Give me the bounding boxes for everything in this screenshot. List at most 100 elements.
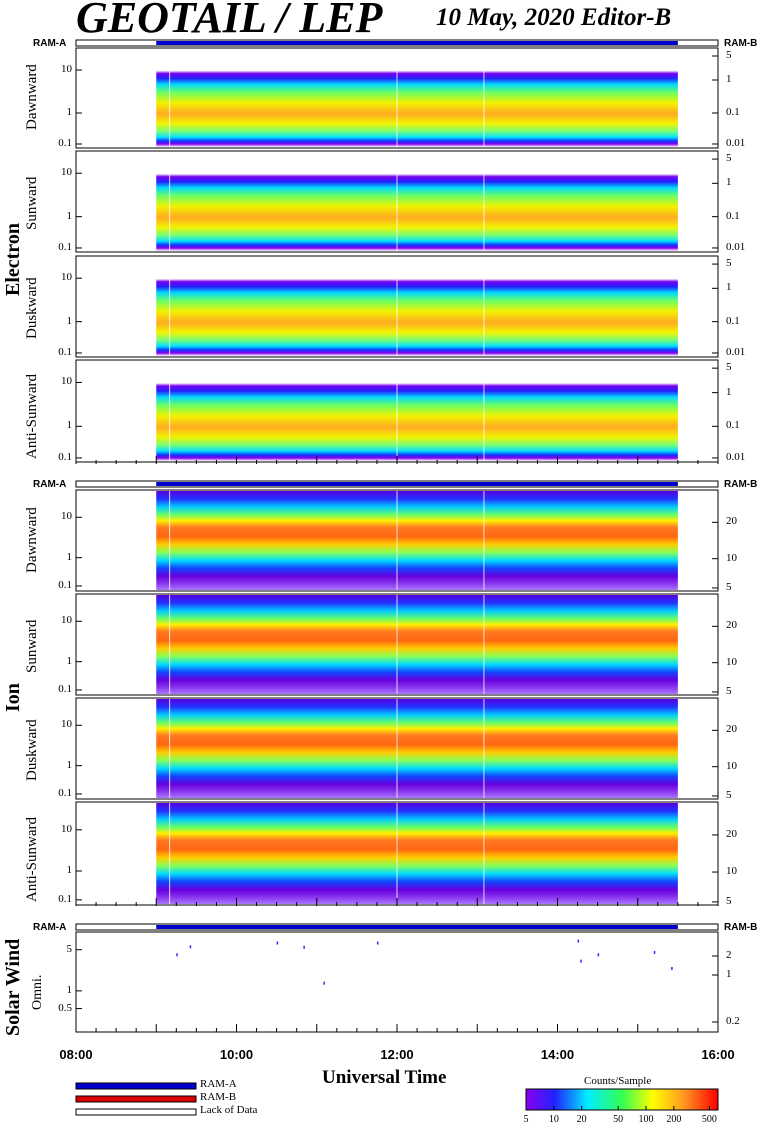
ion-panel-2-ytick-label: 1: [66, 758, 73, 771]
colorbar-tick-label: 20: [576, 1114, 587, 1125]
legend-swatch-lack: [75, 1108, 197, 1116]
ion-panel-1-spectrogram: [156, 595, 678, 694]
legend-swatch-ram-a: [75, 1082, 197, 1090]
ion-panel-0-rtick-label: 10: [726, 551, 737, 564]
electron-panel-2-rtick-label: 1: [726, 281, 732, 294]
ion-panel-0-ytick-label: 10: [61, 510, 72, 523]
electron-ram-a-label: RAM-A: [33, 38, 67, 49]
ion-panel-2-rtick-label: 20: [726, 723, 737, 736]
electron-panel-0-ytick-label: 0.1: [58, 137, 72, 149]
electron-panel-1-label: Sunward: [24, 176, 40, 230]
ion-ram-bar-ram-a: [156, 482, 678, 486]
ion-panel-3-ytick-label: 0.1: [58, 892, 72, 905]
colorbar-tick-label: 500: [701, 1114, 717, 1125]
solar-wind-ytick-label: 0.5: [58, 1001, 72, 1014]
ion-panel-1-ytick-label: 10: [61, 614, 72, 627]
sw-ram-a-label: RAM-A: [33, 922, 67, 933]
solar-wind-rtick-label: 2: [726, 949, 732, 961]
colorbar-tick-label: 100: [638, 1114, 654, 1125]
electron-panel-3-rtick-label: 5: [726, 361, 732, 374]
electron-panel-2-rtick-label: 5: [726, 257, 732, 270]
solar-wind-panel-label: Omni.: [30, 974, 45, 1010]
ion-panel-0-rtick-label: 5: [726, 580, 732, 593]
electron-panel-0-spectrogram: [156, 49, 678, 147]
solar-wind-rtick-label: 1: [726, 968, 732, 980]
electron-ram-bar-ram-a: [156, 41, 678, 45]
x-tick-label: 10:00: [219, 1047, 254, 1062]
solar-wind-point-4: [323, 981, 325, 985]
solar-wind-frame: [75, 931, 719, 1033]
colorbar-tick-label: 50: [613, 1114, 624, 1125]
electron-panel-0-ytick-label: 10: [61, 63, 72, 75]
electron-panel-1-rtick-label: 0.01: [726, 240, 746, 253]
ion-panel-1-ytick-label: 0.1: [58, 682, 72, 695]
x-tick-label: 16:00: [701, 1047, 735, 1062]
ion-panel-3-rtick-label: 20: [726, 827, 737, 840]
ion-panel-3-spectrogram: [156, 803, 678, 904]
ion-panel-2-spectrogram: [156, 699, 678, 798]
solar-wind-point-5: [376, 941, 379, 945]
ion-panel-1-rtick-label: 5: [726, 684, 732, 697]
group-label-solar-wind: Solar Wind: [2, 938, 24, 1036]
electron-panel-3-rtick-label: 0.1: [726, 419, 740, 432]
electron-panel-1-rtick-label: 0.1: [726, 209, 740, 222]
electron-panel-2-rtick-label: 0.01: [726, 345, 746, 358]
ion-panel-2-ytick-label: 10: [61, 718, 72, 731]
solar-wind-ytick-label: 1: [66, 983, 73, 996]
electron-panel-3-ytick-label: 10: [61, 375, 72, 388]
electron-panel-1-ytick-label: 10: [61, 166, 72, 179]
electron-panel-3-ytick-label: 0.1: [58, 450, 72, 463]
page-subtitle: 10 May, 2020 Editor-B: [436, 4, 672, 31]
group-label-ion: Ion: [2, 683, 24, 712]
ion-panel-3-ytick-label: 1: [66, 864, 73, 876]
group-label-electron: Electron: [2, 223, 24, 296]
electron-panel-2-spectrogram: [156, 257, 678, 356]
colorbar: [525, 1088, 719, 1111]
ion-panel-2-rtick-label: 5: [726, 788, 732, 801]
x-tick-label: 14:00: [540, 1047, 575, 1062]
colorbar-tick-label: 10: [548, 1114, 559, 1125]
sw-ram-bar-ram-a: [156, 925, 678, 929]
solar-wind-ytick-label: 5: [66, 942, 73, 955]
ion-panel-2-label: Duskward: [24, 718, 40, 781]
ion-panel-3-label: Anti-Sunward: [24, 816, 40, 902]
electron-panel-0-rtick-label: 1: [726, 73, 732, 85]
ion-panel-1-ytick-label: 1: [66, 654, 73, 667]
electron-panel-3-rtick-label: 0.01: [726, 450, 746, 463]
electron-panel-1-rtick-label: 5: [726, 152, 732, 165]
solar-wind-rtick-label: 0.2: [726, 1015, 740, 1027]
ion-panel-2-ytick-label: 0.1: [58, 786, 72, 799]
x-tick-label: 08:00: [59, 1047, 93, 1062]
electron-panel-3-spectrogram: [156, 361, 678, 461]
electron-ram-b-label: RAM-B: [724, 38, 758, 49]
ion-panel-0-ytick-label: 1: [66, 550, 73, 563]
ion-panel-3-ytick-label: 10: [61, 822, 72, 835]
electron-panel-0-label: Dawnward: [24, 64, 40, 130]
electron-panel-2-ytick-label: 1: [66, 314, 73, 327]
colorbar-title: Counts/Sample: [584, 1075, 652, 1087]
ion-panel-0-label: Dawnward: [24, 506, 40, 573]
ion-ram-a-label: RAM-A: [33, 479, 67, 490]
electron-panel-1-spectrogram: [156, 152, 678, 251]
ion-panel-0-rtick-label: 20: [726, 515, 737, 528]
electron-panel-1-rtick-label: 1: [726, 176, 732, 189]
ion-panel-1-rtick-label: 20: [726, 619, 737, 632]
solar-wind-point-0: [176, 953, 178, 957]
electron-panel-2-ytick-label: 0.1: [58, 345, 72, 358]
solar-wind-point-9: [653, 950, 656, 954]
legend-swatch-ram-b: [75, 1095, 197, 1103]
solar-wind-point-10: [671, 966, 673, 970]
sw-ram-b-label: RAM-B: [724, 922, 758, 933]
legend-label-lack: Lack of Data: [200, 1104, 258, 1116]
electron-panel-2-ytick-label: 10: [61, 271, 72, 284]
ion-panel-1-rtick-label: 10: [726, 655, 737, 668]
solar-wind-point-2: [276, 941, 279, 945]
colorbar-tick-label: 200: [666, 1114, 682, 1125]
legend-label-ram-b: RAM-B: [200, 1091, 237, 1103]
electron-panel-3-ytick-label: 1: [66, 419, 73, 432]
electron-panel-0-rtick-label: 0.01: [726, 137, 746, 149]
electron-panel-2-rtick-label: 0.1: [726, 314, 740, 327]
ion-panel-3-rtick-label: 5: [726, 894, 732, 907]
ion-ram-b-label: RAM-B: [724, 479, 758, 490]
